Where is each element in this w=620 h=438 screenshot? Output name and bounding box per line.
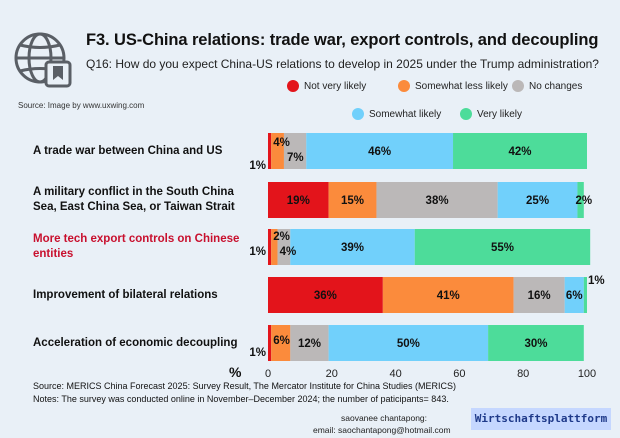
legend-item-somewhat-likely: Somewhat likely bbox=[352, 108, 441, 120]
value-label: 39% bbox=[341, 242, 364, 254]
value-label: 6% bbox=[566, 290, 583, 302]
bar-segment-somewhat-less-likely bbox=[382, 277, 514, 313]
legend-item-no-changes: No changes bbox=[512, 80, 582, 92]
chart-subtitle: Q16: How do you expect China-US relation… bbox=[86, 57, 599, 71]
legend-item-not-very-likely: Not very likely bbox=[287, 80, 366, 92]
x-tick-label: 40 bbox=[389, 368, 401, 380]
bar-segment-somewhat-less-likely bbox=[271, 133, 284, 169]
bar-row: 1% 2% 4% 39% 55% bbox=[249, 229, 591, 265]
x-tick-label: 100 bbox=[578, 368, 596, 380]
survey-notes: Notes: The survey was conducted online i… bbox=[33, 394, 449, 404]
value-label: 36% bbox=[314, 290, 337, 302]
bar-row: 36% 41% 16% 6% 1% bbox=[268, 275, 605, 313]
value-label: 1% bbox=[249, 347, 266, 359]
value-label: 12% bbox=[298, 338, 321, 350]
bar-segment-no-changes bbox=[277, 229, 291, 265]
value-label: 50% bbox=[397, 338, 420, 350]
bar-segment-no-changes bbox=[290, 325, 329, 361]
bar-segment-very-likely bbox=[414, 229, 591, 265]
bar-segment-somewhat-likely bbox=[328, 325, 489, 361]
brand-badge: Wirtschaftsplattform bbox=[471, 408, 611, 430]
value-label: 4% bbox=[280, 246, 297, 258]
legend-item-very-likely: Very likely bbox=[460, 108, 522, 120]
bar-segment-no-changes bbox=[283, 133, 307, 169]
value-label: 38% bbox=[426, 195, 449, 207]
value-label: 6% bbox=[273, 335, 290, 347]
value-label: 15% bbox=[341, 195, 364, 207]
image-source-credit: Source: Image by www.uxwing.com bbox=[18, 101, 145, 110]
legend-swatch bbox=[352, 108, 364, 120]
value-label: 41% bbox=[437, 290, 460, 302]
value-label: 1% bbox=[249, 160, 266, 172]
legend-label: Somewhat likely bbox=[369, 108, 442, 120]
value-label: 55% bbox=[491, 242, 514, 254]
category-label: A military conflict in the South China S… bbox=[33, 186, 235, 213]
x-axis: 0 20 40 60 80 100% bbox=[229, 364, 596, 380]
category-label: A trade war between China and US bbox=[33, 144, 223, 157]
bar-segment-very-likely bbox=[453, 133, 587, 169]
chart-title: F3. US-China relations: trade war, expor… bbox=[86, 31, 599, 49]
value-label: 42% bbox=[508, 146, 531, 158]
value-label: 2% bbox=[575, 195, 592, 207]
bar-segment-somewhat-likely bbox=[497, 182, 578, 218]
x-tick-label: 20 bbox=[326, 368, 338, 380]
value-label: 2% bbox=[273, 231, 290, 243]
x-axis-label: % bbox=[229, 364, 242, 380]
value-label: 1% bbox=[588, 275, 605, 287]
legend-label: No changes bbox=[529, 80, 583, 92]
bar-segment-not-very-likely bbox=[268, 229, 272, 265]
x-tick-label: 60 bbox=[453, 368, 465, 380]
bar-segment-no-changes bbox=[376, 182, 498, 218]
legend-swatch bbox=[460, 108, 472, 120]
legend-swatch bbox=[512, 80, 524, 92]
bar-segment-not-very-likely bbox=[268, 325, 272, 361]
bar-row: 1% 4% 7% 46% 42% bbox=[249, 133, 587, 172]
bar-row: 1% 6% 12% 50% 30% bbox=[249, 325, 584, 361]
legend-label: Somewhat less likely bbox=[415, 80, 508, 92]
legend-swatch bbox=[287, 80, 299, 92]
legend-label: Not very likely bbox=[304, 80, 367, 92]
value-label: 30% bbox=[524, 338, 547, 350]
value-label: 4% bbox=[273, 137, 290, 149]
value-label: 1% bbox=[249, 246, 266, 258]
value-label: 16% bbox=[528, 290, 551, 302]
value-label: 19% bbox=[287, 195, 310, 207]
category-label: More tech export controls on Chinese ent… bbox=[33, 233, 240, 260]
x-tick-label: 80 bbox=[517, 368, 529, 380]
source-note: Source: MERICS China Forecast 2025: Surv… bbox=[33, 381, 456, 391]
bar-segment-very-likely bbox=[488, 325, 584, 361]
globe-with-bookmark-icon bbox=[14, 32, 72, 88]
bar-row: 19% 15% 38% 25% 2% bbox=[268, 182, 592, 218]
bar-segment-no-changes bbox=[513, 277, 565, 313]
bar-segment-not-very-likely bbox=[268, 277, 383, 313]
bar-segment-somewhat-likely bbox=[290, 229, 415, 265]
bar-segment-very-likely bbox=[577, 182, 584, 218]
bar-segment-somewhat-likely bbox=[564, 277, 584, 313]
bar-segment-very-likely bbox=[583, 277, 587, 313]
bar-segment-somewhat-less-likely bbox=[328, 182, 377, 218]
value-label: 46% bbox=[368, 146, 391, 158]
bar-segment-somewhat-less-likely bbox=[271, 325, 291, 361]
bar-segment-somewhat-less-likely bbox=[271, 229, 278, 265]
category-label: Acceleration of economic decoupling bbox=[33, 336, 238, 349]
x-tick-label: 0 bbox=[265, 368, 271, 380]
value-label: 25% bbox=[526, 195, 549, 207]
bar-segment-not-very-likely bbox=[268, 133, 272, 169]
bar-segment-somewhat-likely bbox=[306, 133, 454, 169]
author-name: saovanee chantapong: bbox=[341, 413, 428, 423]
value-label: 7% bbox=[287, 152, 304, 164]
bar-segment-not-very-likely bbox=[268, 182, 329, 218]
legend-label: Very likely bbox=[477, 108, 523, 120]
legend-item-somewhat-less-likely: Somewhat less likely bbox=[398, 80, 508, 92]
legend-swatch bbox=[398, 80, 410, 92]
author-email: email: saochantapong@hotmail.com bbox=[313, 425, 451, 435]
category-label: Improvement of bilateral relations bbox=[33, 288, 218, 301]
